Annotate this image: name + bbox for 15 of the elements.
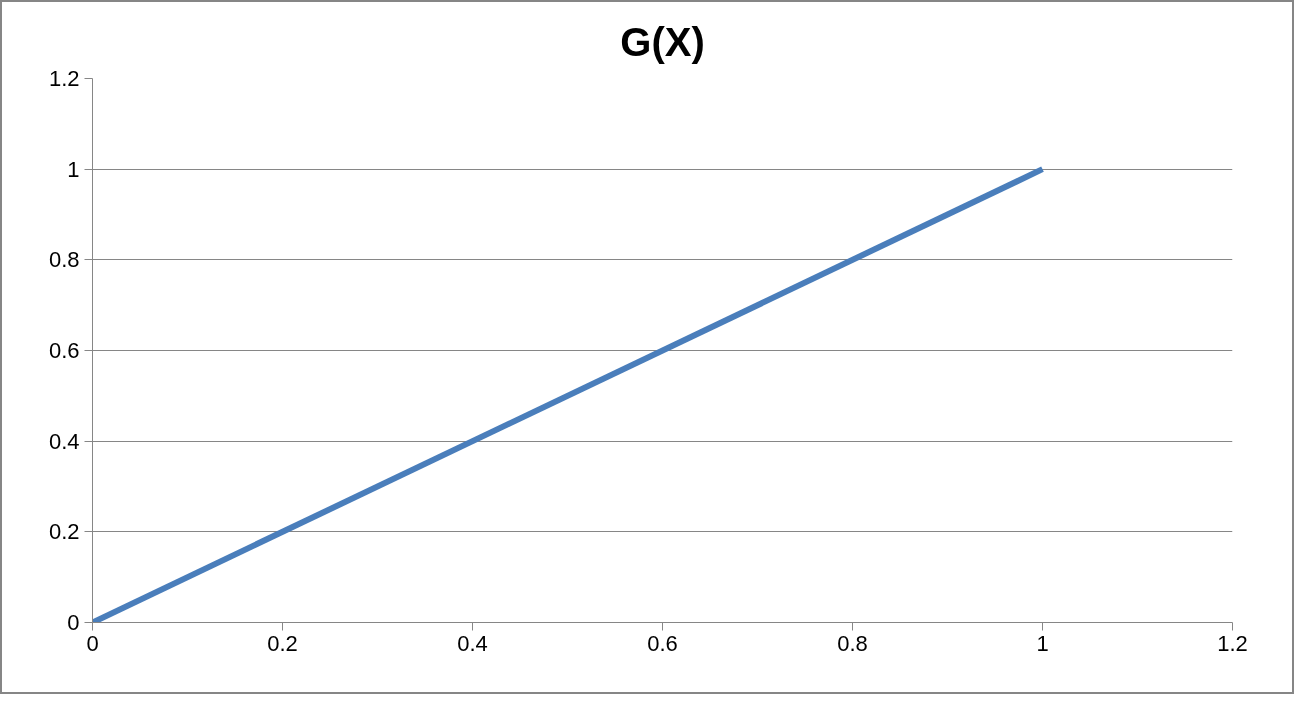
x-tick-label: 0 [86, 630, 99, 656]
x-tick-label: 0.8 [837, 630, 868, 656]
y-tick-label: 0.6 [48, 338, 80, 363]
y-tick-label: 0 [67, 610, 80, 635]
x-tick-label: 0.2 [267, 630, 298, 656]
x-tick-label: 0.4 [457, 630, 488, 656]
x-tick-label: 1.2 [1217, 630, 1248, 656]
y-tick-label: 0.4 [48, 428, 80, 454]
x-tick-label: 1 [1036, 630, 1049, 656]
y-tick-label: 1.2 [48, 66, 80, 91]
chart-title: G(X) [620, 19, 705, 64]
x-tick-label: 0.6 [647, 630, 678, 656]
y-tick-label: 0.8 [48, 247, 80, 273]
y-tick-label: 0.2 [48, 519, 80, 545]
y-tick-label: 1 [67, 156, 80, 182]
